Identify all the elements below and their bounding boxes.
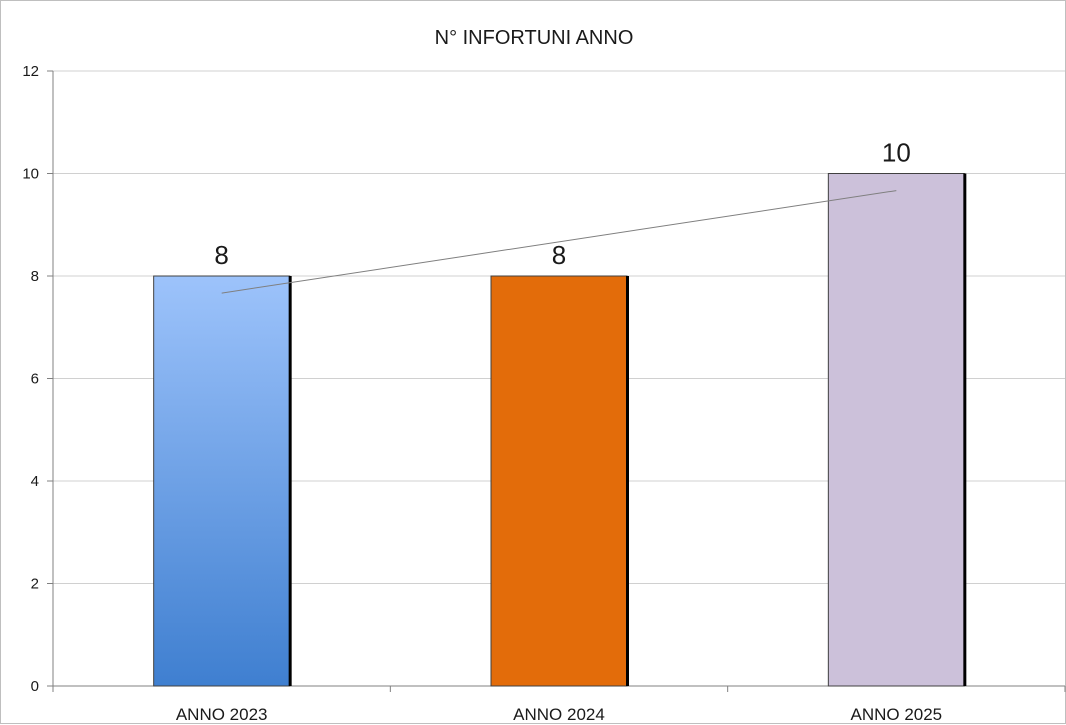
chart-title: N° INFORTUNI ANNO (434, 27, 634, 49)
data-label: 10 (882, 138, 911, 168)
trendline (221, 190, 897, 294)
y-tick-label: 6 (31, 371, 39, 388)
data-label: 8 (552, 240, 566, 270)
category-label: ANNO 2023 (176, 705, 268, 724)
bars (153, 173, 967, 687)
data-label: 8 (214, 240, 228, 270)
bar-anno-2025 (827, 173, 965, 687)
y-tick-label: 4 (31, 473, 39, 490)
category-label: ANNO 2024 (513, 705, 605, 724)
bar-shadow-edge (626, 276, 629, 686)
category-label: ANNO 2025 (850, 705, 942, 724)
y-tick-label: 10 (22, 166, 39, 183)
bar-shadow-edge (963, 173, 967, 686)
bar-shadow-edge (288, 276, 292, 686)
y-tick-label: 12 (22, 63, 39, 80)
y-tick-label: 2 (31, 576, 39, 593)
labels: 0 2 4 6 8 10 12 8 ANNO 2023 8 ANNO 2024 10 ANNO 2025 (22, 63, 942, 724)
y-tick-label: 8 (31, 268, 39, 285)
trendline-group (221, 190, 897, 294)
bar-anno-2023 (153, 275, 291, 687)
bar-anno-2024 (490, 275, 628, 687)
y-tick-label: 0 (31, 678, 39, 695)
